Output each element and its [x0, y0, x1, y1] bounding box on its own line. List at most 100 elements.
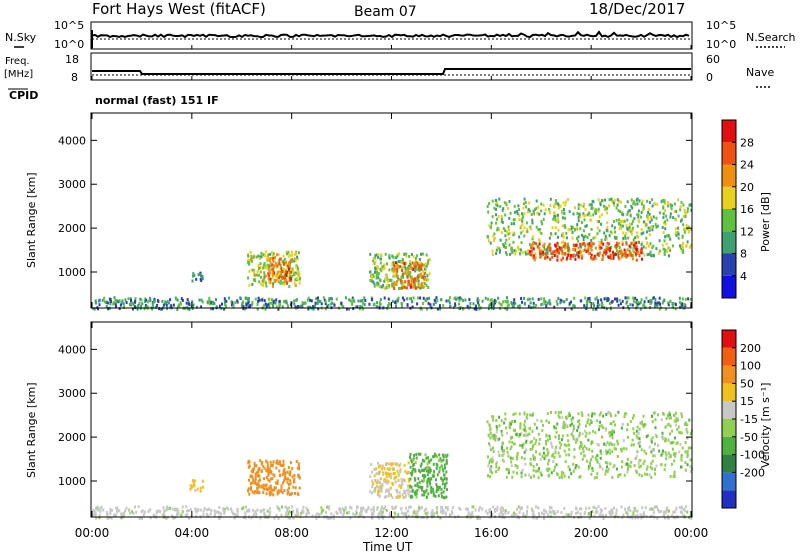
- data-cell: [529, 243, 531, 247]
- data-cell: [521, 468, 524, 472]
- data-cell: [413, 491, 416, 495]
- data-cell: [256, 486, 259, 490]
- data-cell: [565, 236, 568, 240]
- data-cell: [282, 471, 285, 475]
- data-cell: [646, 215, 649, 219]
- data-cell: [680, 412, 683, 416]
- data-cell: [654, 301, 657, 305]
- data-cell: [330, 296, 332, 300]
- data-cell: [265, 483, 268, 487]
- data-cell: [408, 255, 411, 258]
- data-cell: [498, 228, 501, 232]
- data-cell: [668, 246, 671, 250]
- data-cell: [528, 432, 531, 436]
- data-cell: [548, 434, 551, 438]
- data-cell: [557, 297, 560, 300]
- data-cell: [403, 265, 406, 269]
- data-cell: [616, 439, 619, 443]
- data-cell: [669, 432, 671, 436]
- data-cell: [611, 253, 613, 257]
- data-cell: [310, 299, 313, 303]
- data-cell: [375, 253, 378, 257]
- data-cell: [281, 270, 284, 273]
- data-cell: [298, 465, 300, 468]
- data-cell: [407, 471, 410, 475]
- data-cell: [208, 507, 211, 511]
- data-cell: [625, 412, 628, 416]
- data-cell: [276, 482, 279, 486]
- data-cell: [391, 263, 394, 267]
- data-cell: [495, 199, 497, 202]
- data-cell: [636, 247, 639, 251]
- data-cell: [350, 506, 353, 510]
- data-cell: [634, 236, 636, 240]
- data-cell: [528, 305, 531, 309]
- data-cell: [578, 212, 581, 216]
- data-cell: [251, 508, 254, 512]
- data-cell: [642, 220, 645, 224]
- data-cell: [516, 246, 519, 250]
- data-cell: [495, 213, 497, 217]
- data-cell: [658, 239, 661, 243]
- data-cell: [328, 507, 331, 511]
- data-cell: [578, 433, 581, 437]
- data-cell: [492, 450, 495, 454]
- data-cell: [645, 435, 648, 439]
- data-cell: [293, 252, 296, 256]
- data-cell: [563, 300, 565, 304]
- data-cell: [613, 443, 616, 447]
- data-cell: [477, 299, 480, 302]
- data-cell: [491, 471, 494, 475]
- data-cell: [248, 283, 251, 287]
- data-cell: [175, 513, 178, 516]
- data-cell: [636, 304, 639, 308]
- data-cell: [531, 508, 534, 512]
- data-cell: [408, 490, 411, 493]
- data-cell: [520, 475, 523, 479]
- data-cell: [104, 300, 106, 304]
- data-cell: [477, 301, 480, 305]
- data-cell: [489, 302, 492, 306]
- data-cell: [412, 296, 415, 300]
- data-cell: [449, 514, 452, 518]
- data-cell: [416, 261, 419, 265]
- data-cell: [221, 302, 223, 306]
- data-cell: [586, 236, 589, 239]
- data-cell: [422, 285, 425, 289]
- scatter-region-0: [191, 271, 204, 283]
- data-cell: [533, 422, 536, 426]
- data-cell: [674, 227, 677, 231]
- data-cell: [626, 296, 629, 300]
- data-cell: [670, 416, 672, 420]
- data-cell: [618, 246, 621, 249]
- data-cell: [538, 512, 541, 516]
- data-cell: [609, 462, 612, 466]
- data-cell: [283, 479, 286, 483]
- data-cell: [272, 304, 274, 308]
- data-cell: [674, 510, 676, 514]
- data-cell: [290, 270, 293, 274]
- data-cell: [667, 204, 669, 208]
- data-cell: [625, 301, 628, 305]
- data-cell: [396, 280, 398, 283]
- data-cell: [281, 305, 284, 309]
- data-cell: [498, 250, 501, 254]
- data-cell: [658, 449, 661, 453]
- data-cell: [404, 266, 407, 270]
- data-cell: [254, 481, 257, 485]
- data-cell: [211, 302, 214, 306]
- data-cell: [377, 472, 380, 476]
- data-cell: [264, 484, 267, 487]
- data-cell: [513, 301, 516, 305]
- data-cell: [275, 278, 278, 282]
- freq-strip: Freq. [MHz] 18 8 60 0 Nave: [4, 52, 774, 88]
- scatter-region-1: [247, 459, 301, 497]
- data-cell: [555, 299, 558, 303]
- data-cell: [596, 232, 599, 236]
- data-cell: [271, 301, 274, 305]
- data-cell: [619, 223, 622, 227]
- data-cell: [508, 200, 511, 203]
- data-cell: [417, 477, 420, 481]
- data-cell: [660, 200, 663, 204]
- power-plot-area: [92, 197, 693, 311]
